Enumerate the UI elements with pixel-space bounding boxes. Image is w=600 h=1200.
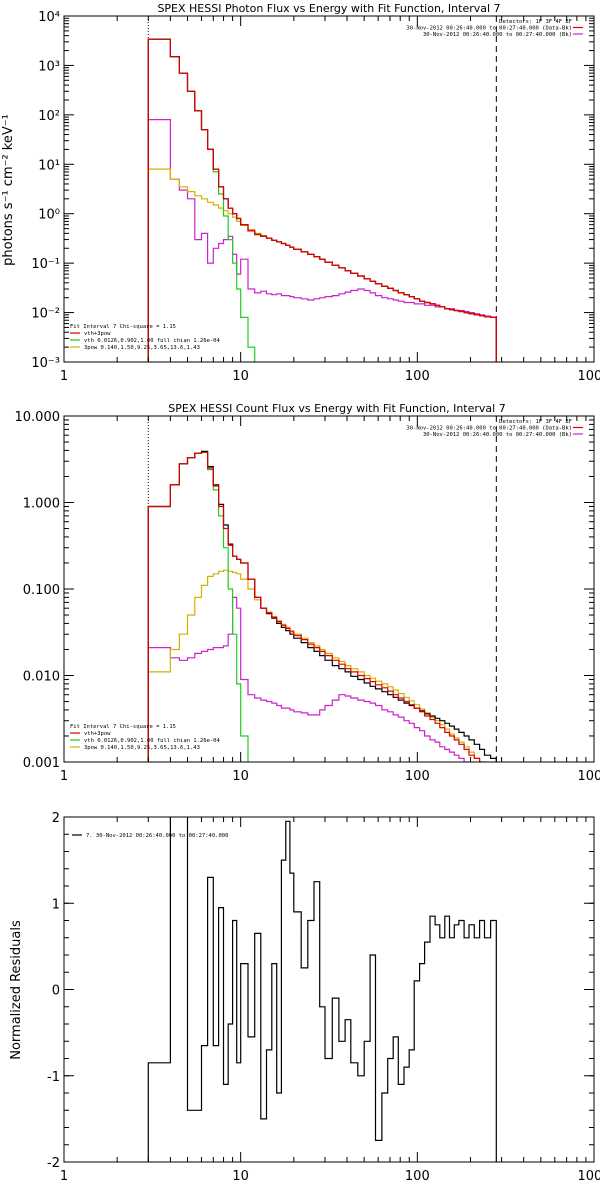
x-tick-label: 1 — [60, 369, 68, 384]
y-tick-label: 10⁰ — [38, 208, 60, 223]
y-tick-label: 0.010 — [23, 670, 60, 685]
series-line-data — [147, 38, 497, 362]
count-flux-title: SPEX HESSI Count Flux vs Energy with Fit… — [168, 402, 505, 415]
plot-frame — [63, 816, 595, 1163]
legend-entry-2: vth 0.0126,0.902,1.00 full chian 1.26e-0… — [84, 338, 220, 344]
y-tick-label: 10³ — [38, 59, 60, 74]
series-line-3pow — [147, 168, 497, 362]
photon-flux-ylabel: photons s⁻¹ cm⁻² keV⁻¹ — [1, 114, 16, 266]
y-tick-label: 10⁴ — [38, 10, 60, 25]
legend-entry-1: vth+3pow — [84, 731, 111, 737]
y-tick-label: 10⁻² — [31, 307, 60, 322]
x-tick-label: 10 — [232, 1169, 249, 1184]
legend-entry-0: 7. 30-Nov-2012 00:26:40.000 to 00:27:40.… — [86, 833, 228, 839]
x-tick-label: 10 — [232, 769, 249, 784]
y-tick-label: 10² — [38, 109, 60, 124]
x-tick-label: 1 — [60, 1169, 68, 1184]
photon-flux-panel: SPEX HESSI Photon Flux vs Energy with Fi… — [1, 2, 600, 384]
info-line-1: 30-Nov-2012 00:26:40.000 to 00:27:40.000… — [406, 26, 572, 32]
y-tick-label: 0.100 — [23, 583, 60, 598]
series-line-7-30-nov-2012-00-26-40-000-to-00-27-40-000 — [147, 817, 497, 1162]
legend-entry-3: 3pow 0.140,1.50,9.25,3.65,13.6,1.43 — [84, 345, 200, 351]
y-tick-label: 10⁻³ — [31, 356, 60, 371]
series-line-vth — [147, 451, 249, 762]
y-tick-label: 0 — [52, 984, 60, 999]
info-line-0: Detectors: 1F 3F 4F 8F — [499, 419, 572, 425]
series-line-vth — [147, 38, 256, 362]
series-group — [147, 450, 497, 762]
series-line-bk — [147, 596, 470, 762]
info-line-1: 30-Nov-2012 00:26:40.000 to 00:27:40.000… — [406, 426, 572, 432]
legend-entry-0: Fit Interval 7 Chi-square = 1.15 — [70, 324, 176, 330]
y-tick-label: 10¹ — [38, 158, 60, 173]
y-tick-label: -1 — [47, 1070, 60, 1085]
x-tick-label: 100 — [405, 1169, 430, 1184]
legend-entry-3: 3pow 0.140,1.50,9.25,3.65,13.6,1.43 — [84, 745, 200, 751]
x-tick-label: 100 — [405, 769, 430, 784]
x-tick-label: 1 — [60, 769, 68, 784]
legend-entry-2: vth 0.0126,0.902,1.00 full chian 1.26e-0… — [84, 738, 220, 744]
info-line-0: Detectors: 1F 3F 4F 8F — [499, 19, 572, 25]
y-tick-label: 0.001 — [23, 756, 60, 771]
plot-frame — [63, 415, 595, 763]
series-line-bk — [147, 119, 497, 362]
y-tick-label: -2 — [47, 1156, 60, 1171]
info-line-2: 30-Nov-2012 00:26:40.000 to 00:27:40.000… — [423, 32, 572, 38]
y-tick-label: 1.000 — [23, 497, 60, 512]
residuals-ylabel: Normalized Residuals — [9, 920, 24, 1060]
series-line-3pow — [147, 569, 486, 762]
y-tick-label: 1 — [52, 897, 60, 912]
series-line-data — [147, 450, 497, 762]
info-line-2: 30-Nov-2012 00:26:40.000 to 00:27:40.000… — [423, 432, 572, 438]
y-tick-label: 2 — [52, 811, 60, 826]
plot-frame — [63, 15, 595, 363]
y-tick-label: 10.000 — [15, 410, 61, 425]
photon-flux-title: SPEX HESSI Photon Flux vs Energy with Fi… — [157, 2, 500, 15]
legend-entry-0: Fit Interval 7 Chi-square = 1.15 — [70, 724, 176, 730]
series-line-vth-3pow — [147, 38, 497, 362]
series-line-vth-3pow — [147, 451, 486, 762]
legend-entry-1: vth+3pow — [84, 331, 111, 337]
series-group — [147, 38, 497, 362]
y-tick-label: 10⁻¹ — [31, 257, 60, 272]
x-tick-label: 10 — [232, 369, 249, 384]
series-group — [147, 817, 497, 1162]
x-tick-label: 100 — [405, 369, 430, 384]
count-flux-panel: SPEX HESSI Count Flux vs Energy with Fit… — [15, 402, 600, 784]
